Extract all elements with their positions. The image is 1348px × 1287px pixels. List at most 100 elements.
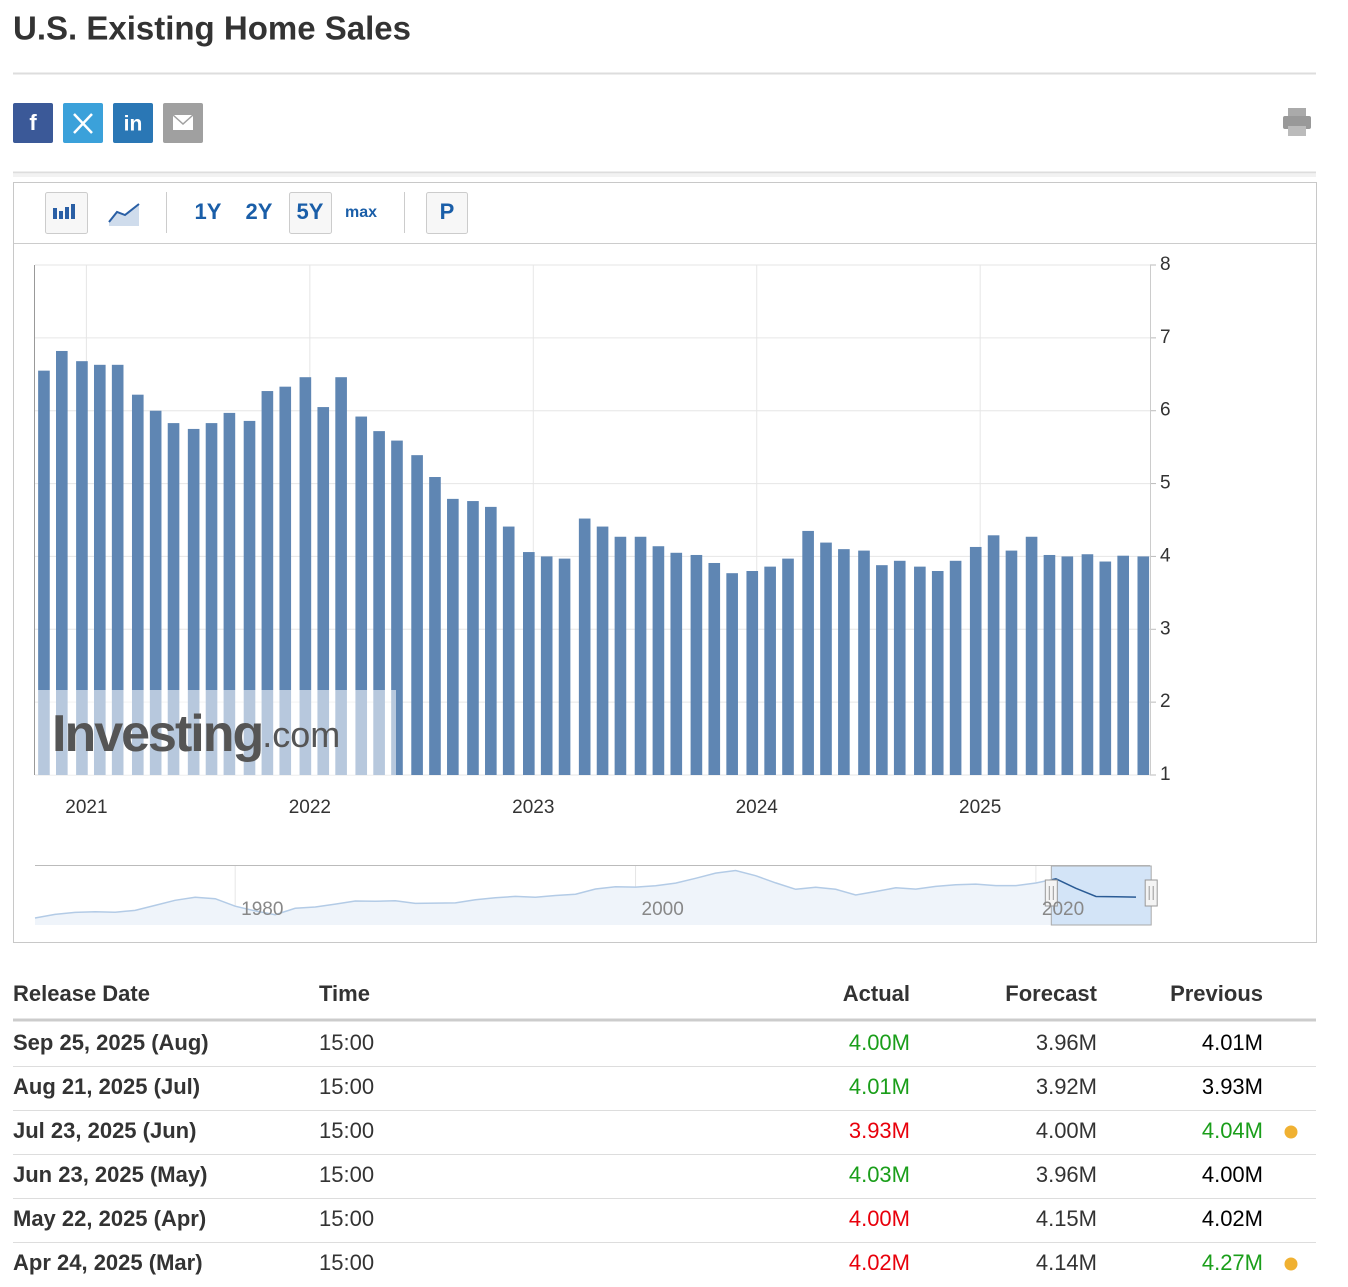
line-type-button[interactable] [108, 203, 140, 226]
range-button[interactable]: 2Y [246, 199, 273, 224]
bar [373, 431, 385, 775]
revised-dot[interactable] [1284, 1257, 1298, 1271]
bar [149, 410, 162, 775]
selection-handle[interactable] [1144, 879, 1158, 907]
bar [279, 386, 292, 775]
main-chart: 1 2 3 4 5 6 7 8 2021 2022 2023 2024 2025 Investing.co… [34, 254, 1171, 818]
cell-previous: 3.93M [1202, 1074, 1263, 1099]
bar [670, 552, 683, 775]
print-paper [1288, 108, 1306, 116]
envelope-flap [172, 114, 194, 126]
table-row: Sep 25, 2025 (Aug) 15:00 4.00M 3.96M 4.01M [13, 1030, 1316, 1067]
handle-grip [1148, 886, 1154, 900]
bar [223, 412, 236, 775]
linkedin-button[interactable]: in [113, 103, 153, 143]
watermark-main: Investing [52, 705, 262, 763]
range-button[interactable]: 1Y [195, 199, 222, 224]
bar [596, 526, 609, 775]
bar [317, 407, 330, 775]
cell-previous: 4.02M [1202, 1206, 1263, 1231]
cell-previous: 4.27M [1202, 1250, 1263, 1275]
cell-time: 15:00 [319, 1206, 374, 1231]
linkedin-bg [113, 103, 153, 143]
table-header: Release Date [13, 981, 150, 1006]
range-button[interactable]: 5Y [289, 192, 332, 234]
print-out [1288, 126, 1306, 136]
bar [1025, 536, 1038, 775]
cell-time: 15:00 [319, 1162, 374, 1187]
bar [411, 455, 423, 775]
bar [523, 552, 535, 775]
table-row: Aug 21, 2025 (Jul) 15:00 4.01M 3.92M 3.93M [13, 1074, 1316, 1111]
bar [893, 560, 906, 775]
y-tick-label: 1 [1160, 764, 1171, 785]
bar [914, 566, 926, 775]
bar [969, 546, 982, 775]
print-button[interactable] [1283, 108, 1311, 136]
bar [1043, 554, 1056, 775]
table-row: Jun 23, 2025 (May) 15:00 4.03M 3.96M 4.00M [13, 1162, 1316, 1199]
bar [261, 391, 274, 775]
cell-release-date: Aug 21, 2025 (Jul) [13, 1074, 200, 1099]
bar [987, 535, 1000, 775]
cell-forecast: 3.96M [1036, 1030, 1097, 1055]
twitter-button[interactable] [63, 103, 103, 143]
cell-previous: 4.00M [1202, 1162, 1263, 1187]
selection-handle[interactable] [1044, 879, 1058, 907]
range-label: 5Y [297, 199, 324, 224]
navigator-area [35, 870, 1136, 925]
table: Release Date Time Actual Forecast Previous Se… [13, 981, 1316, 1275]
p-button[interactable]: P [426, 192, 468, 234]
cell-forecast: 3.92M [1036, 1074, 1097, 1099]
button-bg [426, 192, 468, 234]
x-tick-label: 2023 [512, 797, 554, 818]
cell-release-date: Apr 24, 2025 (Mar) [13, 1250, 203, 1275]
range-label: 2Y [246, 199, 273, 224]
selection-bg [1051, 866, 1152, 925]
cell-actual: 4.01M [849, 1074, 910, 1099]
revised-dot[interactable] [1284, 1125, 1298, 1139]
bar [1005, 550, 1018, 775]
bar [1099, 561, 1112, 775]
navigator-label: 2000 [642, 899, 684, 920]
bar [1117, 555, 1129, 775]
bar [1061, 556, 1074, 775]
x-tick-label: 2024 [736, 797, 779, 818]
facebook-bg [13, 103, 53, 143]
bar [858, 550, 870, 775]
email-button[interactable] [163, 103, 203, 143]
p-label: P [440, 199, 455, 224]
facebook-button[interactable]: f [13, 103, 53, 143]
print-body [1283, 116, 1311, 129]
cell-forecast: 4.14M [1036, 1250, 1097, 1275]
bar [764, 566, 776, 775]
x-logo [73, 113, 93, 134]
linkedin-label: in [124, 113, 143, 136]
bar [949, 560, 962, 775]
bar [1137, 556, 1150, 775]
bar [447, 498, 459, 775]
x-tick-label: 2022 [289, 797, 331, 818]
bar [485, 506, 497, 775]
y-tick-label: 5 [1160, 473, 1171, 494]
bar-type-button[interactable] [45, 192, 88, 234]
cell-forecast: 3.96M [1036, 1162, 1097, 1187]
range-button[interactable]: max [345, 204, 377, 221]
cell-actual: 4.00M [849, 1206, 910, 1231]
table-header: Forecast [1005, 981, 1097, 1006]
x-tick-label: 2021 [65, 797, 107, 818]
bar [131, 394, 144, 775]
y-tick-label: 4 [1160, 545, 1171, 566]
cell-release-date: Jul 23, 2025 (Jun) [13, 1118, 196, 1143]
line-icon [108, 203, 140, 223]
bar [782, 558, 794, 775]
bar [1081, 554, 1094, 775]
navigator-label: 2020 [1042, 899, 1084, 920]
handle-box [1044, 879, 1058, 907]
table-header: Previous [1170, 981, 1263, 1006]
bar [391, 440, 403, 775]
navigator: 1980 2000 2020 [34, 865, 1158, 926]
bar [634, 536, 647, 775]
cell-forecast: 4.15M [1036, 1206, 1097, 1231]
cell-time: 15:00 [319, 1074, 374, 1099]
